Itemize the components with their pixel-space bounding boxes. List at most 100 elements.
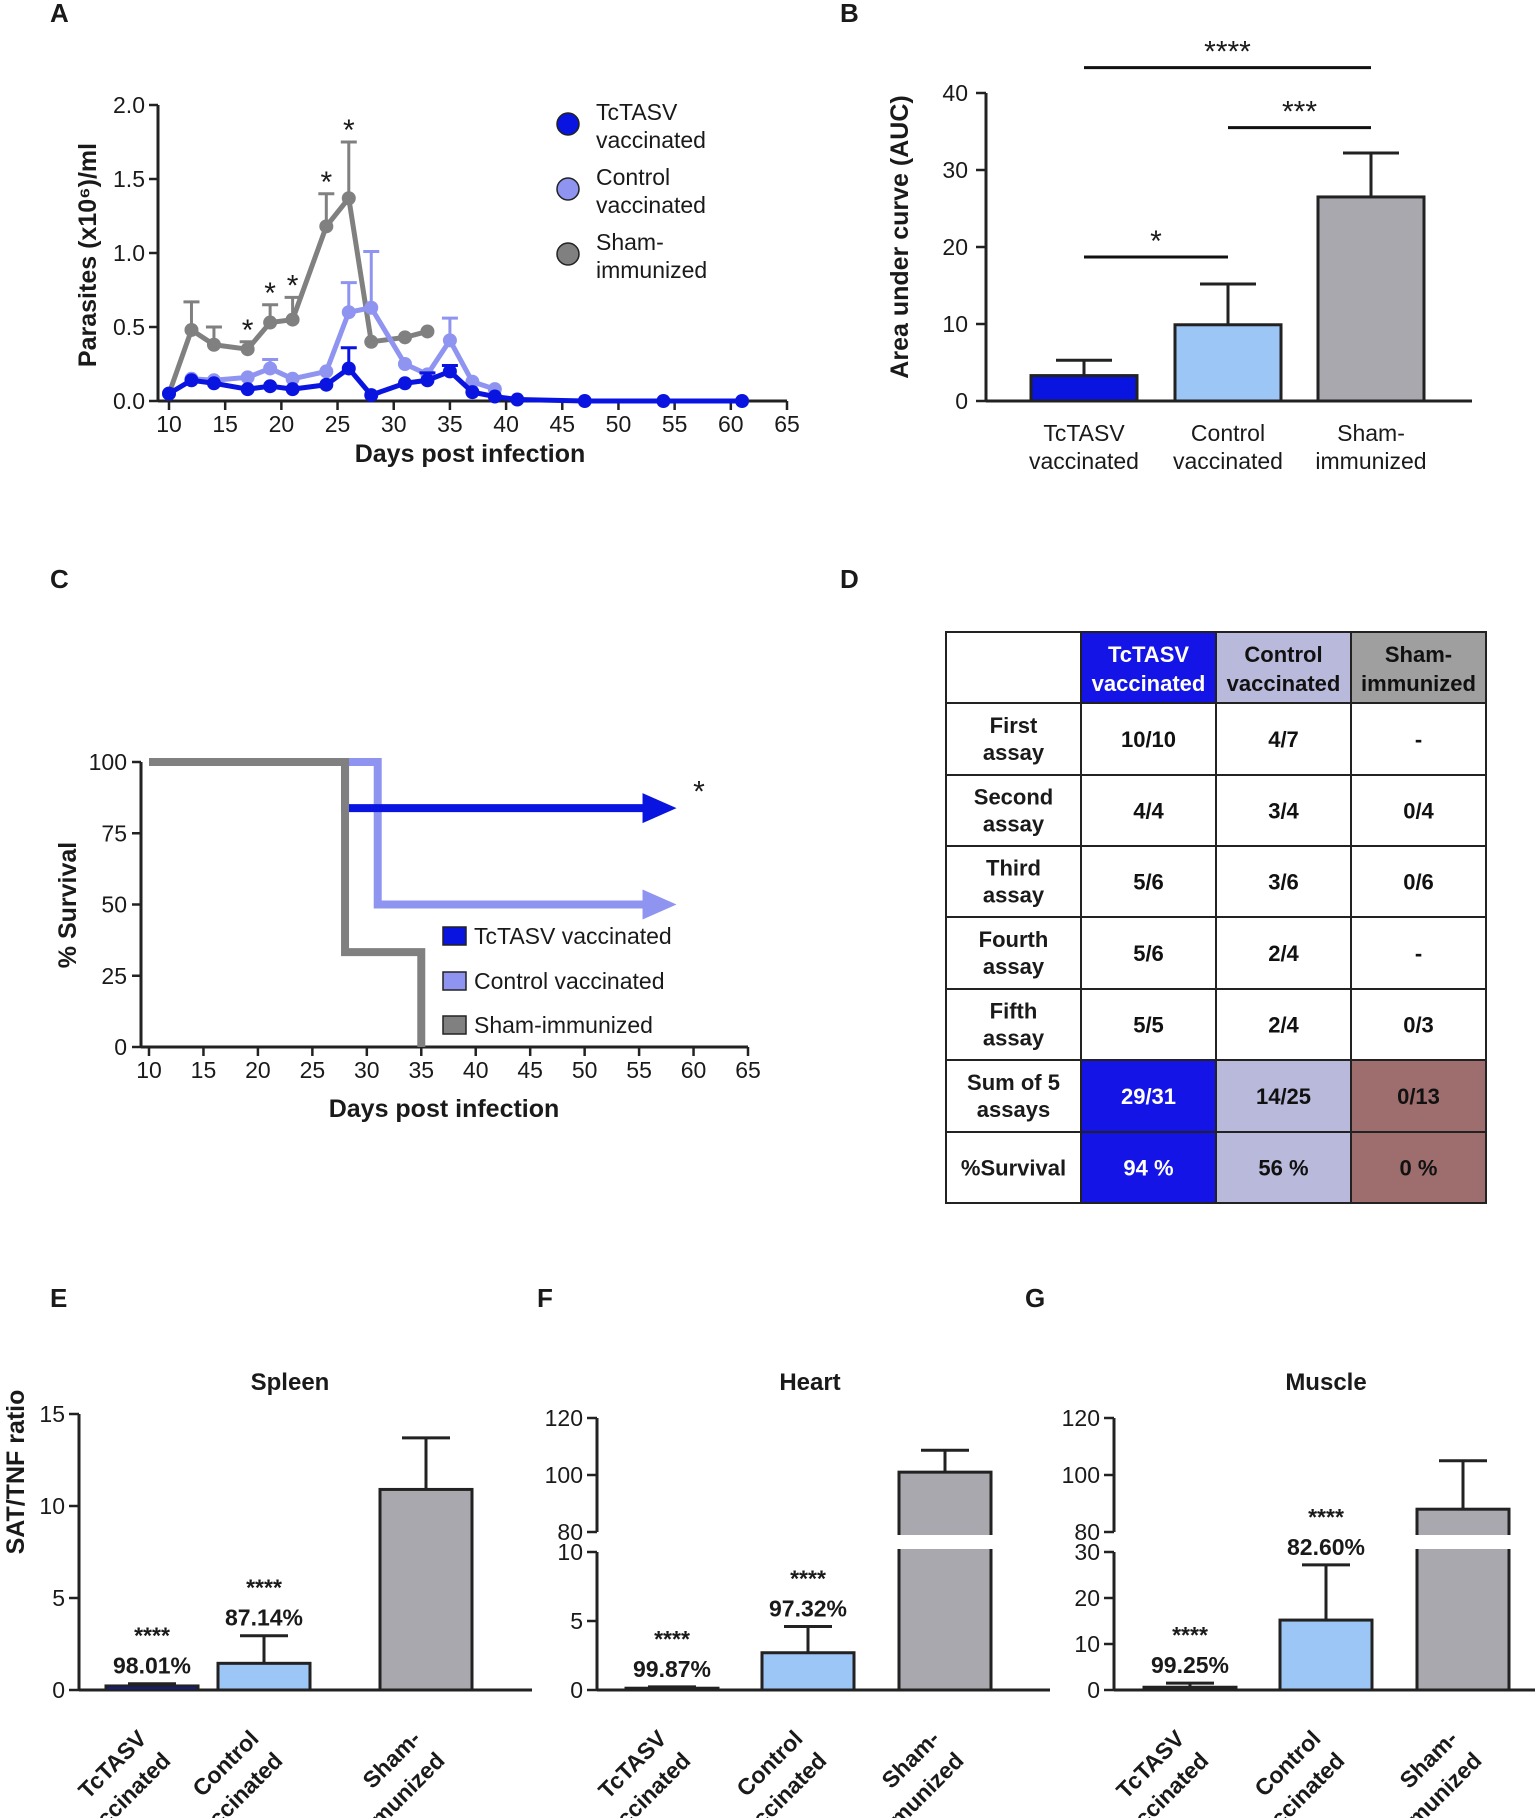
d-cell-value: 2/4 — [1268, 1013, 1299, 1038]
a-legend-label: Control — [596, 164, 670, 190]
a-data-point — [656, 394, 671, 408]
e-y-tick-label: 15 — [39, 1401, 65, 1427]
g-y-tick-label: 20 — [1074, 1585, 1100, 1611]
b-y-tick-label: 20 — [942, 234, 968, 260]
g-bar — [1278, 1618, 1374, 1692]
d-column-header: TcTASV — [1108, 642, 1189, 667]
d-row-label: Third — [986, 856, 1041, 881]
g-percent-reduction-label: 82.60% — [1287, 1534, 1365, 1560]
a-data-point — [263, 379, 278, 394]
panel-a-parasitemia-chart: 10 15 20 25 30 35 40 45 50 55 60 65 0.0 0.5 1.0 1.5 2.0 D… — [74, 92, 800, 468]
d-table-cell — [1215, 1131, 1352, 1204]
f-significance-label: **** — [654, 1626, 690, 1652]
g-y-tick-label: 30 — [1074, 1539, 1100, 1565]
a-x-axis-title: Days post infection — [355, 440, 586, 468]
d-cell-value: 56 % — [1258, 1156, 1308, 1181]
d-row-label: First — [990, 713, 1038, 738]
d-row-label: Second — [974, 785, 1053, 810]
c-legend-marker — [442, 926, 467, 946]
d-cell-value: 0/4 — [1403, 799, 1434, 824]
a-x-tick-label: 65 — [774, 411, 800, 437]
d-table-cell — [1350, 916, 1487, 990]
g-y-tick-label: 120 — [1062, 1405, 1100, 1431]
c-legend-label: TcTASV vaccinated — [474, 923, 672, 949]
a-legend-label: immunized — [596, 257, 707, 283]
b-bar — [1029, 374, 1139, 403]
b-significance-label: *** — [1282, 96, 1317, 129]
a-legend-label: vaccinated — [596, 192, 706, 218]
c-legend-marker — [442, 1015, 467, 1035]
a-data-point — [263, 315, 278, 330]
f-percent-reduction-label: 99.87% — [633, 1656, 711, 1682]
b-y-tick-label: 40 — [942, 80, 968, 106]
d-cell-value: 5/6 — [1133, 941, 1164, 966]
f-y-tick-label: 5 — [570, 1608, 583, 1634]
a-x-tick-label: 25 — [325, 411, 351, 437]
c-survival-line — [149, 758, 426, 1047]
d-row-label: assay — [983, 812, 1045, 837]
b-y-tick-label: 0 — [955, 388, 968, 414]
d-row-label: assay — [983, 883, 1045, 908]
d-table-cell — [1350, 1059, 1487, 1133]
d-row-label: Fifth — [990, 999, 1038, 1024]
a-significance-star: * — [264, 277, 276, 310]
e-y-tick-label: 0 — [52, 1677, 65, 1703]
a-data-point — [735, 394, 750, 408]
d-row-label: Fourth — [979, 927, 1049, 952]
c-x-tick-label: 60 — [681, 1057, 707, 1083]
f-bar — [897, 1470, 993, 1692]
d-cell-value: 29/31 — [1121, 1084, 1176, 1109]
f-bar — [624, 1686, 720, 1692]
f-bar — [760, 1651, 856, 1692]
a-data-point — [397, 376, 412, 391]
panel-label-d: D — [840, 564, 859, 594]
d-cell-value: 2/4 — [1268, 941, 1299, 966]
d-table-cell — [945, 774, 1082, 847]
c-legend-label: Sham-immunized — [474, 1012, 653, 1038]
c-survival-line — [341, 762, 645, 813]
d-cell-value: 0 % — [1400, 1156, 1438, 1181]
a-data-point — [285, 371, 300, 386]
d-row-label: assays — [977, 1097, 1050, 1122]
a-data-point — [184, 322, 199, 337]
d-table-cell — [1080, 774, 1217, 847]
a-data-point — [162, 386, 176, 401]
a-y-axis-title: Parasites (x10⁶)/ml — [74, 143, 102, 367]
d-cell-value: 3/6 — [1268, 870, 1299, 895]
a-data-point — [184, 373, 199, 388]
a-legend-marker — [556, 242, 580, 266]
d-cell-value: 14/25 — [1256, 1084, 1311, 1109]
d-table-cell — [1350, 988, 1487, 1061]
c-significance-star: * — [693, 776, 705, 809]
g-y-tick-label: 10 — [1074, 1631, 1100, 1657]
c-x-tick-label: 55 — [626, 1057, 652, 1083]
g-percent-reduction-label: 99.25% — [1151, 1652, 1229, 1678]
a-x-tick-label: 35 — [437, 411, 463, 437]
panel-label-c: C — [50, 564, 69, 594]
a-x-tick-label: 50 — [606, 411, 632, 437]
f-axis-break-gap — [896, 1535, 994, 1549]
a-data-point — [240, 382, 255, 397]
b-bar — [1316, 195, 1426, 403]
a-legend-marker — [556, 177, 580, 201]
a-data-point — [577, 394, 592, 408]
a-data-point — [465, 385, 480, 400]
d-cell-value: - — [1415, 941, 1422, 966]
b-y-tick-label: 10 — [942, 311, 968, 337]
a-data-point — [364, 388, 379, 403]
f-y-tick-label: 0 — [570, 1677, 583, 1703]
d-table-cell — [1350, 845, 1487, 918]
g-y-tick-label: 0 — [1087, 1677, 1100, 1703]
a-y-tick-label: 1.5 — [113, 166, 145, 192]
a-data-point — [397, 357, 412, 371]
e-bar — [216, 1661, 312, 1692]
d-cell-value: 0/3 — [1403, 1013, 1434, 1038]
panel-f-heart-chart: 051080100120Heart****99.87%TcTASVvaccina… — [545, 1369, 1050, 1818]
g-y-tick-label: 80 — [1074, 1519, 1100, 1545]
a-data-point — [341, 305, 356, 320]
c-x-tick-label: 45 — [517, 1057, 543, 1083]
d-header-cell — [945, 631, 1082, 704]
b-y-tick-label: 30 — [942, 157, 968, 183]
